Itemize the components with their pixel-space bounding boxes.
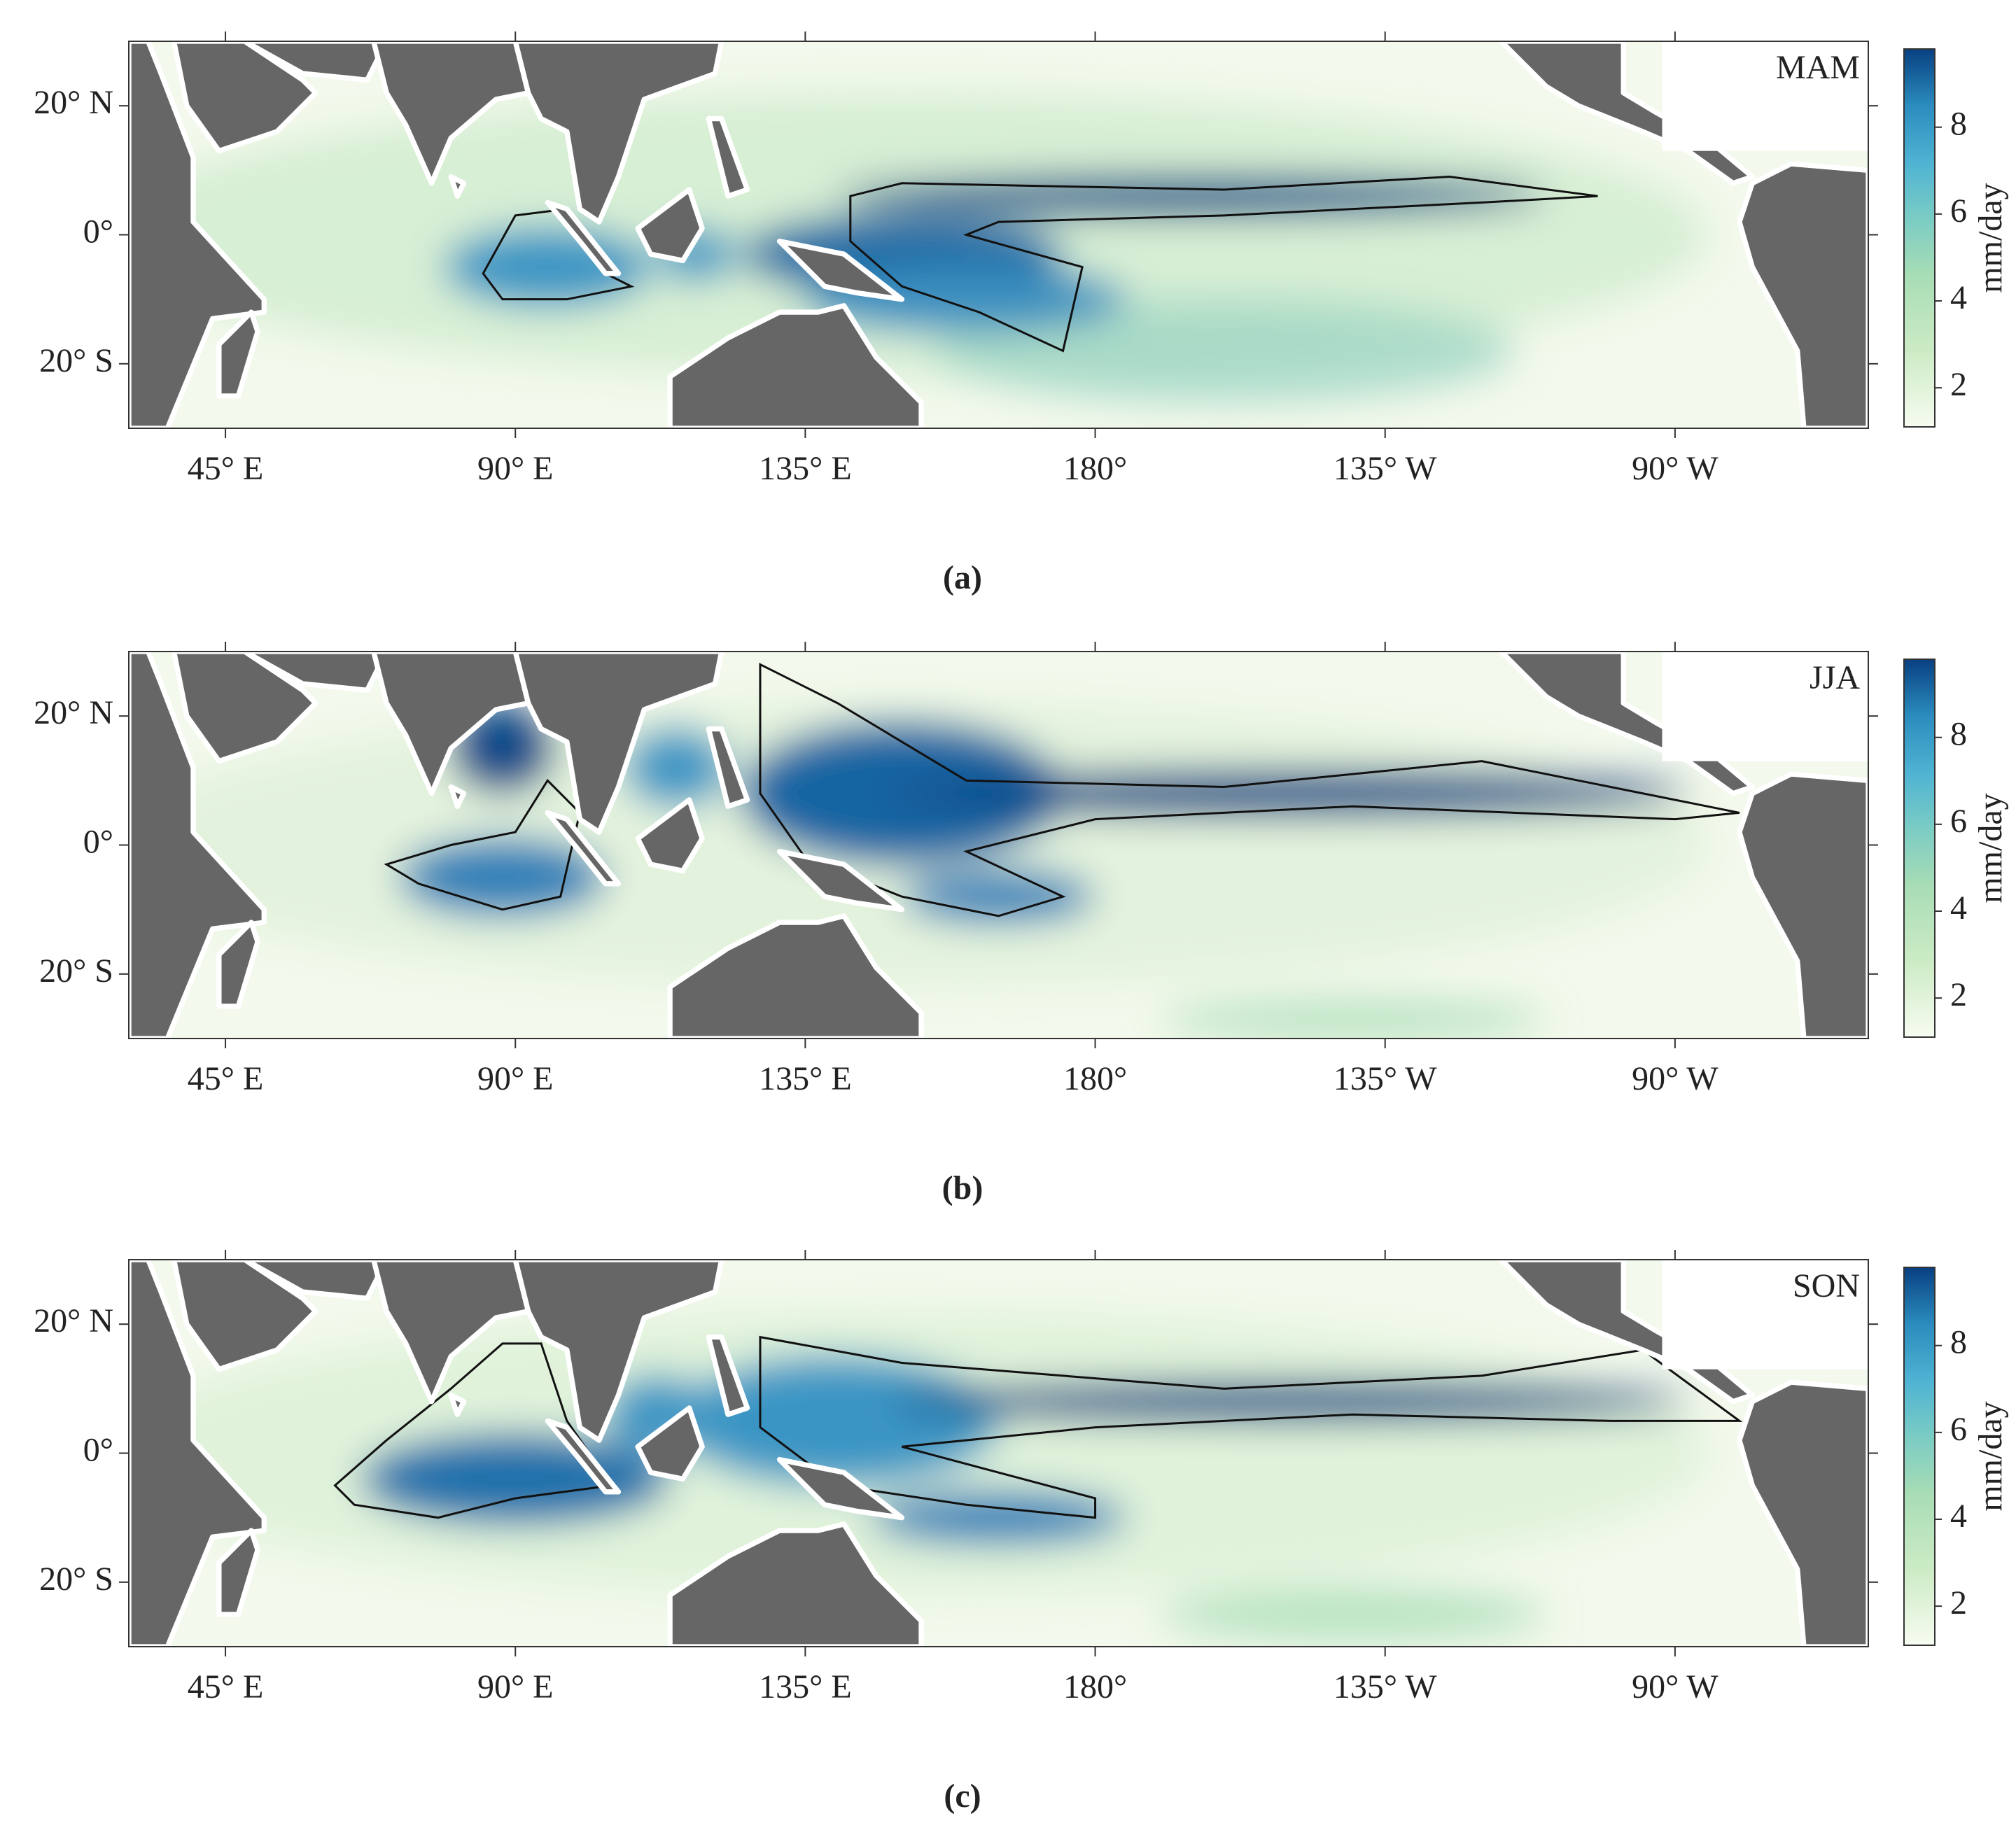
precipitation-blob: [934, 299, 1514, 403]
colorbar-tick-label: 6: [1950, 192, 1967, 230]
colorbar-tick-label: 2: [1950, 1584, 1967, 1621]
x-tick-label: 90° W: [1632, 1668, 1718, 1705]
season-label: JJA: [1809, 659, 1860, 696]
precipitation-blob: [360, 1433, 671, 1524]
map-panel: MAM 45° E 90° E 135° E 180° 135° W 90° W 20° N 0…: [34, 31, 2009, 596]
x-tick-label: 135° W: [1334, 1060, 1437, 1097]
map: [129, 41, 1868, 428]
precipitation-blob: [1159, 1589, 1546, 1640]
map: [129, 1260, 1868, 1647]
y-tick-label: 20° S: [39, 1561, 113, 1598]
colorbar-tick-label: 2: [1950, 366, 1967, 403]
colorbar-tick-label: 8: [1950, 716, 1967, 753]
map: [129, 652, 1868, 1039]
y-tick-label: 0°: [83, 213, 113, 251]
colorbar-tick-label: 4: [1950, 279, 1967, 316]
contour: [335, 1344, 612, 1518]
colorbar-tick-label: 8: [1950, 1324, 1967, 1361]
precipitation-blob: [624, 729, 728, 807]
precipitation-blob: [889, 770, 1688, 817]
x-tick-label: 90° E: [477, 1060, 554, 1097]
x-tick-label: 135° W: [1334, 450, 1437, 487]
colorbar: [1903, 48, 1935, 428]
precipitation-blob: [837, 176, 1546, 216]
y-tick-label: 20° N: [34, 1302, 113, 1339]
colorbar-label: mm/day: [1972, 793, 2009, 903]
panel-caption: (c): [944, 1778, 981, 1815]
y-tick-label: 20° S: [39, 952, 113, 990]
x-tick-label: 90° W: [1632, 450, 1718, 487]
precipitation-field: [129, 703, 1707, 1039]
precipitation-blob: [902, 871, 1096, 923]
x-tick-label: 135° E: [759, 1060, 852, 1097]
y-tick-label: 20° N: [34, 694, 113, 731]
colorbar-tick-label: 6: [1950, 803, 1967, 840]
map-panel: JJA 45° E 90° E 135° E 180° 135° W 90° W 20° N 0…: [34, 642, 2009, 1206]
colorbar-tick-label: 6: [1950, 1411, 1967, 1448]
colorbar-label: mm/day: [1972, 183, 2009, 293]
x-tick-label: 45° E: [188, 1060, 264, 1097]
precipitation-field: [129, 92, 1707, 403]
panel-caption: (a): [943, 559, 982, 596]
colorbar: [1903, 659, 1935, 1038]
x-tick-label: 180°: [1063, 450, 1127, 487]
precipitation-blob: [399, 838, 606, 916]
y-tick-label: 20° N: [34, 84, 113, 121]
y-tick-label: 0°: [83, 824, 113, 861]
colorbar-label: mm/day: [1972, 1401, 2009, 1511]
colorbar-tick-label: 8: [1950, 106, 1967, 143]
y-tick-label: 0°: [83, 1432, 113, 1469]
precipitation-blob: [676, 1356, 999, 1486]
x-tick-label: 45° E: [188, 450, 264, 487]
x-tick-label: 180°: [1063, 1668, 1127, 1705]
map-panel: SON 45° E 90° E 135° E 180° 135° W 90° W 20° N 0…: [34, 1250, 2009, 1815]
season-label: MAM: [1776, 49, 1860, 86]
precipitation-blob: [444, 228, 651, 306]
x-tick-label: 135° E: [759, 450, 852, 487]
precipitation-blob: [805, 267, 1128, 332]
precipitation-blob: [1159, 999, 1546, 1039]
x-tick-label: 90° E: [477, 1668, 554, 1705]
season-label: SON: [1793, 1267, 1860, 1304]
panel-caption: (b): [942, 1169, 983, 1206]
x-tick-label: 135° E: [759, 1668, 852, 1705]
colorbar-tick-label: 4: [1950, 1498, 1967, 1535]
y-tick-label: 20° S: [39, 342, 113, 379]
contour: [850, 177, 1598, 351]
precipitation-blob: [889, 1382, 1688, 1421]
colorbar-tick-label: 4: [1950, 889, 1967, 927]
colorbar: [1903, 1267, 1935, 1646]
x-tick-label: 90° E: [477, 450, 554, 487]
contour: [760, 1337, 1740, 1518]
precipitation-blob: [869, 1491, 1128, 1544]
x-tick-label: 180°: [1063, 1060, 1127, 1097]
x-tick-label: 45° E: [188, 1668, 264, 1705]
contour: [483, 209, 631, 300]
x-tick-label: 90° W: [1632, 1060, 1718, 1097]
x-tick-label: 135° W: [1334, 1668, 1437, 1705]
colorbar-tick-label: 2: [1950, 976, 1967, 1013]
